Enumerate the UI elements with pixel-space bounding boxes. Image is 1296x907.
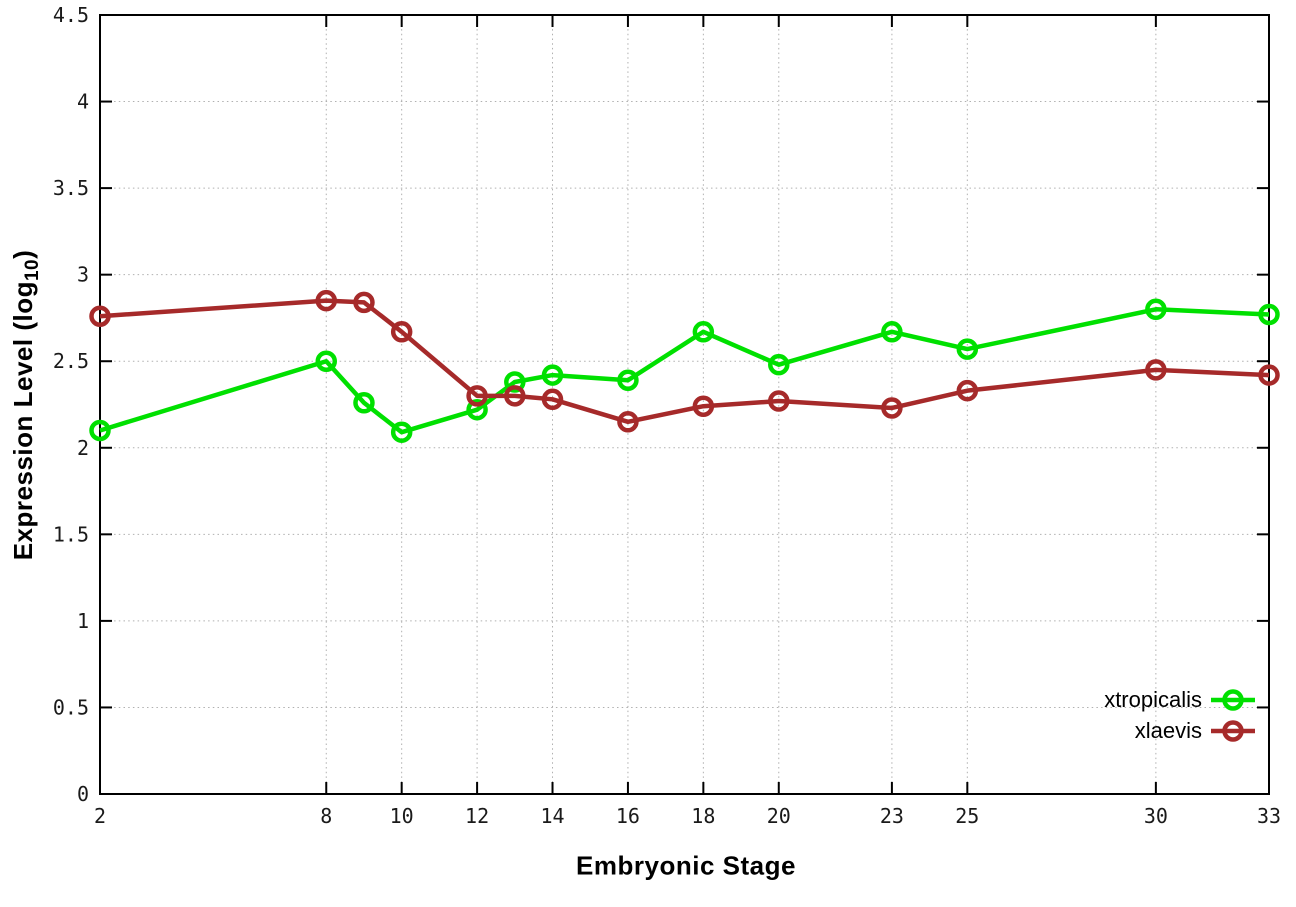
x-tick-label: 33	[1257, 804, 1281, 828]
legend-sample-svg	[1211, 688, 1255, 711]
y-tick-label: 4.5	[53, 3, 89, 27]
x-axis-title: Embryonic Stage	[576, 850, 796, 881]
y-tick-label: 0.5	[53, 695, 89, 719]
x-tick-label: 20	[767, 804, 791, 828]
data-point-xlaevis	[315, 289, 338, 312]
data-point-xlaevis	[1145, 359, 1167, 381]
legend-marker-xlaevis	[1210, 718, 1256, 744]
y-tick-label: 3.5	[53, 176, 89, 200]
data-point-xlaevis	[1258, 364, 1280, 386]
data-point-xlaevis	[89, 305, 111, 327]
y-tick-label: 2.5	[53, 349, 89, 373]
data-point-xlaevis	[881, 397, 903, 419]
y-axis-title-subscript: 10	[22, 258, 44, 282]
data-point-xtropicalis	[1258, 303, 1280, 326]
legend-sample-circle	[1222, 688, 1244, 711]
x-tick-label: 16	[616, 804, 640, 828]
data-point-xtropicalis	[956, 338, 979, 360]
data-point-xlaevis	[617, 411, 639, 433]
legend: xtropicalis xlaevis	[1104, 684, 1256, 746]
y-tick-label: 2	[77, 436, 89, 460]
data-point-xtropicalis	[89, 419, 111, 442]
data-point-xlaevis	[692, 395, 715, 417]
x-tick-label: 8	[320, 804, 332, 828]
y-tick-label: 4	[77, 90, 89, 114]
data-point-xtropicalis	[541, 364, 564, 386]
y-tick-label: 0	[77, 782, 89, 806]
x-tick-label: 18	[691, 804, 715, 828]
data-point-xtropicalis	[692, 321, 715, 343]
data-point-xtropicalis	[353, 392, 375, 414]
y-tick-label: 3	[77, 263, 89, 287]
data-point-xtropicalis	[881, 321, 903, 343]
y-axis-title-suffix: )	[7, 249, 38, 259]
data-point-xlaevis	[541, 388, 564, 411]
legend-sample-svg	[1211, 719, 1255, 742]
data-point-xtropicalis	[504, 371, 526, 393]
x-tick-label: 14	[540, 804, 564, 828]
data-point-xlaevis	[956, 379, 979, 402]
data-point-xlaevis	[390, 321, 413, 343]
y-axis-title: Expression Level (log10)	[8, 250, 44, 561]
legend-label-xtropicalis: xtropicalis	[1104, 686, 1202, 712]
x-tick-label: 30	[1144, 804, 1168, 828]
y-tick-label: 1.5	[53, 522, 89, 546]
data-point-xlaevis	[768, 390, 790, 412]
plot-border	[99, 14, 1270, 795]
data-point-xtropicalis	[315, 350, 338, 372]
x-tick-label: 12	[465, 804, 489, 828]
legend-item-xlaevis: xlaevis	[1135, 715, 1256, 746]
legend-label-xlaevis: xlaevis	[1134, 717, 1202, 743]
series-line-xtropicalis	[99, 307, 1270, 435]
legend-marker-xtropicalis	[1210, 687, 1256, 713]
legend-item-xtropicalis: xtropicalis	[1104, 684, 1256, 715]
data-point-xlaevis	[466, 385, 488, 407]
data-point-xtropicalis	[1145, 298, 1167, 321]
x-tick-label: 25	[955, 804, 979, 828]
data-point-xtropicalis	[466, 398, 488, 421]
x-tick-label: 23	[880, 804, 904, 828]
x-tick-label: 2	[94, 804, 106, 828]
data-point-xlaevis	[353, 291, 375, 314]
y-axis-title-text: Expression Level (log	[7, 281, 38, 561]
legend-sample-circle	[1222, 719, 1244, 742]
data-point-xtropicalis	[768, 353, 790, 376]
data-point-xlaevis	[504, 385, 526, 407]
x-tick-label: 10	[390, 804, 414, 828]
data-point-xtropicalis	[390, 421, 413, 443]
data-point-xtropicalis	[617, 369, 639, 392]
y-tick-label: 1	[77, 609, 89, 633]
